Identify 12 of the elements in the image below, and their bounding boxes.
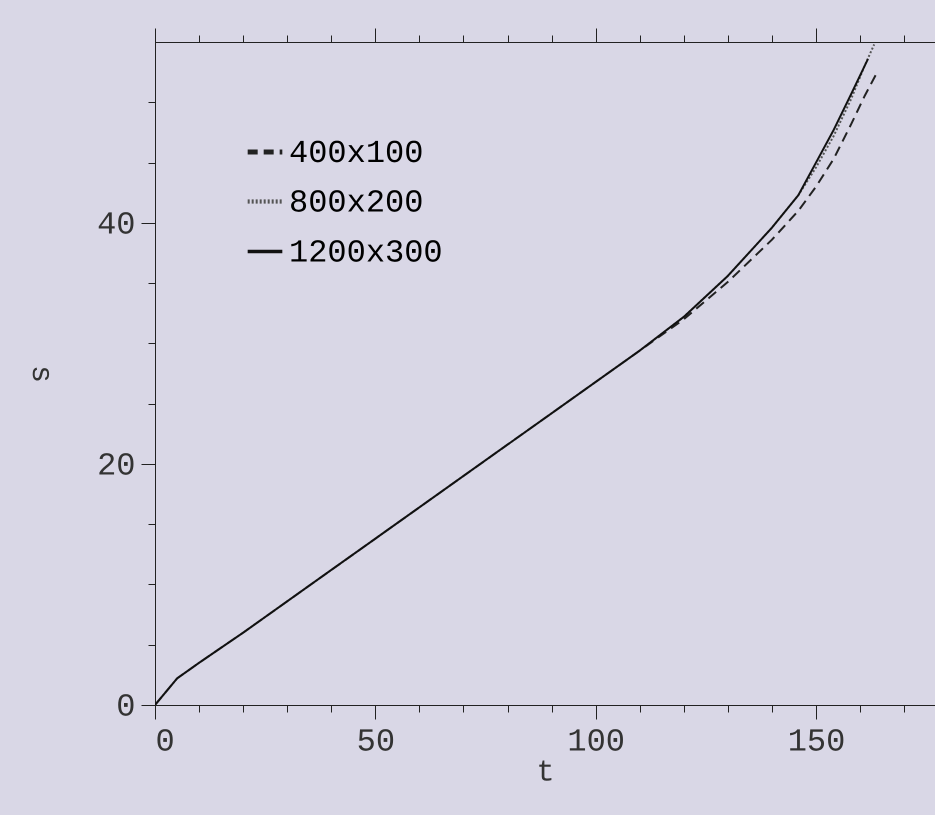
y-tick-label: 40 [97,206,136,244]
x-tick-label: 0 [156,724,175,760]
x-tick-label: 50 [356,724,396,760]
x-tick-label: 100 [567,724,625,760]
legend-label: 800x200 [289,184,424,222]
y-tick-label: 20 [97,447,136,484]
x-axis-title: t [536,756,555,790]
legend-label: 400x100 [289,135,424,172]
y-axis-title: s [23,364,58,384]
y-tick-label: 0 [116,688,136,726]
legend-label: 1200x300 [289,234,443,272]
x-tick-label: 150 [788,724,846,760]
